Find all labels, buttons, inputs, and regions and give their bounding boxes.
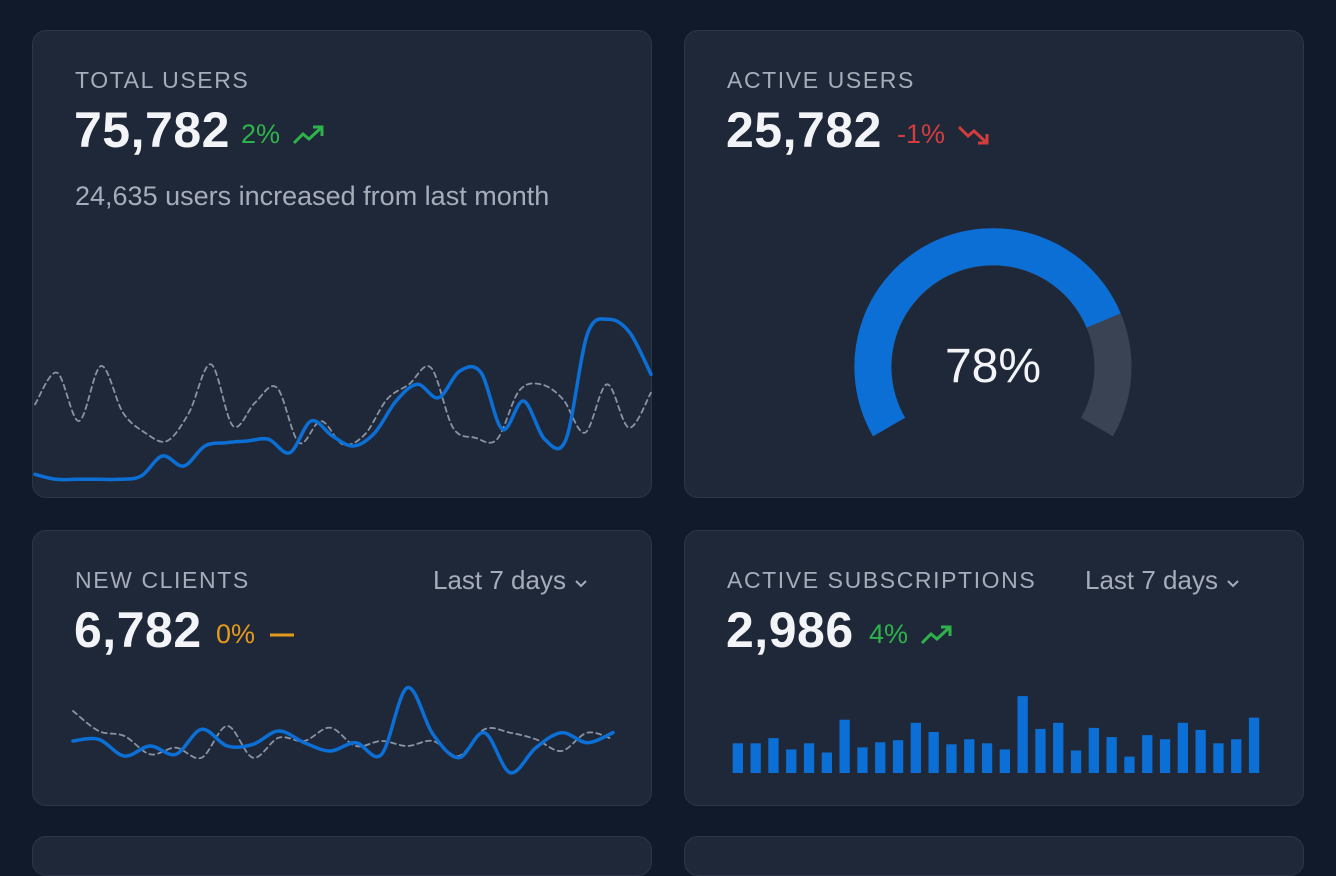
bar: [981, 743, 993, 773]
bar: [964, 739, 975, 773]
next-card-left: [32, 836, 652, 876]
main-series-line: [71, 685, 615, 775]
bar: [999, 749, 1010, 773]
bar: [1053, 722, 1064, 773]
trend-up-icon: [920, 624, 954, 646]
trend-flat-icon: [267, 624, 297, 646]
total-users-line-chart: [33, 317, 653, 482]
chevron-down-icon: [1226, 565, 1240, 596]
bar: [946, 744, 957, 773]
bar: [1177, 722, 1188, 773]
bar: [1142, 735, 1153, 773]
trend-up-icon: [292, 124, 326, 146]
active-subscriptions-value: 2,986: [726, 602, 854, 658]
bar: [1159, 739, 1171, 773]
period-dropdown[interactable]: Last 7 days: [1085, 565, 1240, 596]
bar: [910, 722, 921, 773]
trend-down-icon: [957, 124, 991, 146]
active-subscriptions-card: ACTIVE SUBSCRIPTIONS Last 7 days 2,986 4…: [684, 530, 1304, 806]
bar: [768, 738, 779, 773]
active-users-gauge: [854, 228, 1132, 437]
period-label: Last 7 days: [433, 565, 566, 595]
trend-indicator: 0%: [216, 619, 297, 650]
trend-indicator: 2%: [241, 119, 326, 150]
trend-percent: 0%: [216, 619, 256, 649]
bar: [803, 743, 815, 773]
new-clients-card: NEW CLIENTS Last 7 days 6,782 0%: [32, 530, 652, 806]
active-subscriptions-bar-chart: [732, 696, 1260, 774]
bar: [1248, 717, 1260, 773]
bar: [821, 752, 832, 773]
card-title: ACTIVE USERS: [727, 67, 915, 93]
bar: [839, 719, 850, 773]
card-subtext: 24,635 users increased from last month: [75, 181, 550, 211]
new-clients-line-chart: [71, 685, 615, 775]
total-users-value: 75,782: [74, 102, 230, 158]
bar: [1124, 756, 1135, 773]
bar: [928, 732, 939, 773]
period-label: Last 7 days: [1085, 565, 1218, 595]
total-users-card: TOTAL USERS 75,782 2% 24,635 users incre…: [32, 30, 653, 498]
new-clients-value: 6,782: [74, 602, 202, 658]
bar: [750, 743, 761, 773]
trend-percent: 2%: [241, 119, 281, 149]
bar: [875, 742, 886, 774]
trend-percent: 4%: [869, 619, 909, 649]
bar: [1195, 729, 1206, 773]
bar: [1017, 696, 1028, 773]
bar: [786, 749, 797, 773]
bar: [732, 743, 743, 773]
trend-percent: -1%: [897, 119, 946, 149]
bar: [892, 740, 904, 773]
gauge-percent-label: 78%: [944, 340, 1042, 393]
bar: [1088, 727, 1099, 773]
bar: [1213, 743, 1224, 773]
main-series-line: [33, 317, 653, 482]
card-title: TOTAL USERS: [75, 67, 250, 93]
next-card-right: [684, 836, 1304, 876]
bar: [1070, 750, 1082, 774]
period-dropdown[interactable]: Last 7 days: [433, 565, 588, 596]
card-title: NEW CLIENTS: [75, 567, 250, 593]
trend-indicator: 4%: [869, 619, 954, 650]
bar: [1035, 728, 1046, 773]
active-users-value: 25,782: [726, 102, 882, 158]
bar: [1106, 737, 1117, 773]
comparison-series-line: [34, 363, 652, 446]
card-title: ACTIVE SUBSCRIPTIONS: [727, 567, 1037, 593]
bar: [857, 747, 868, 773]
bar: [1231, 739, 1242, 773]
active-users-card: ACTIVE USERS 25,782 -1% 78%: [684, 30, 1304, 498]
gauge-fill: [854, 228, 1121, 437]
trend-indicator: -1%: [897, 119, 991, 150]
chevron-down-icon: [574, 565, 588, 596]
